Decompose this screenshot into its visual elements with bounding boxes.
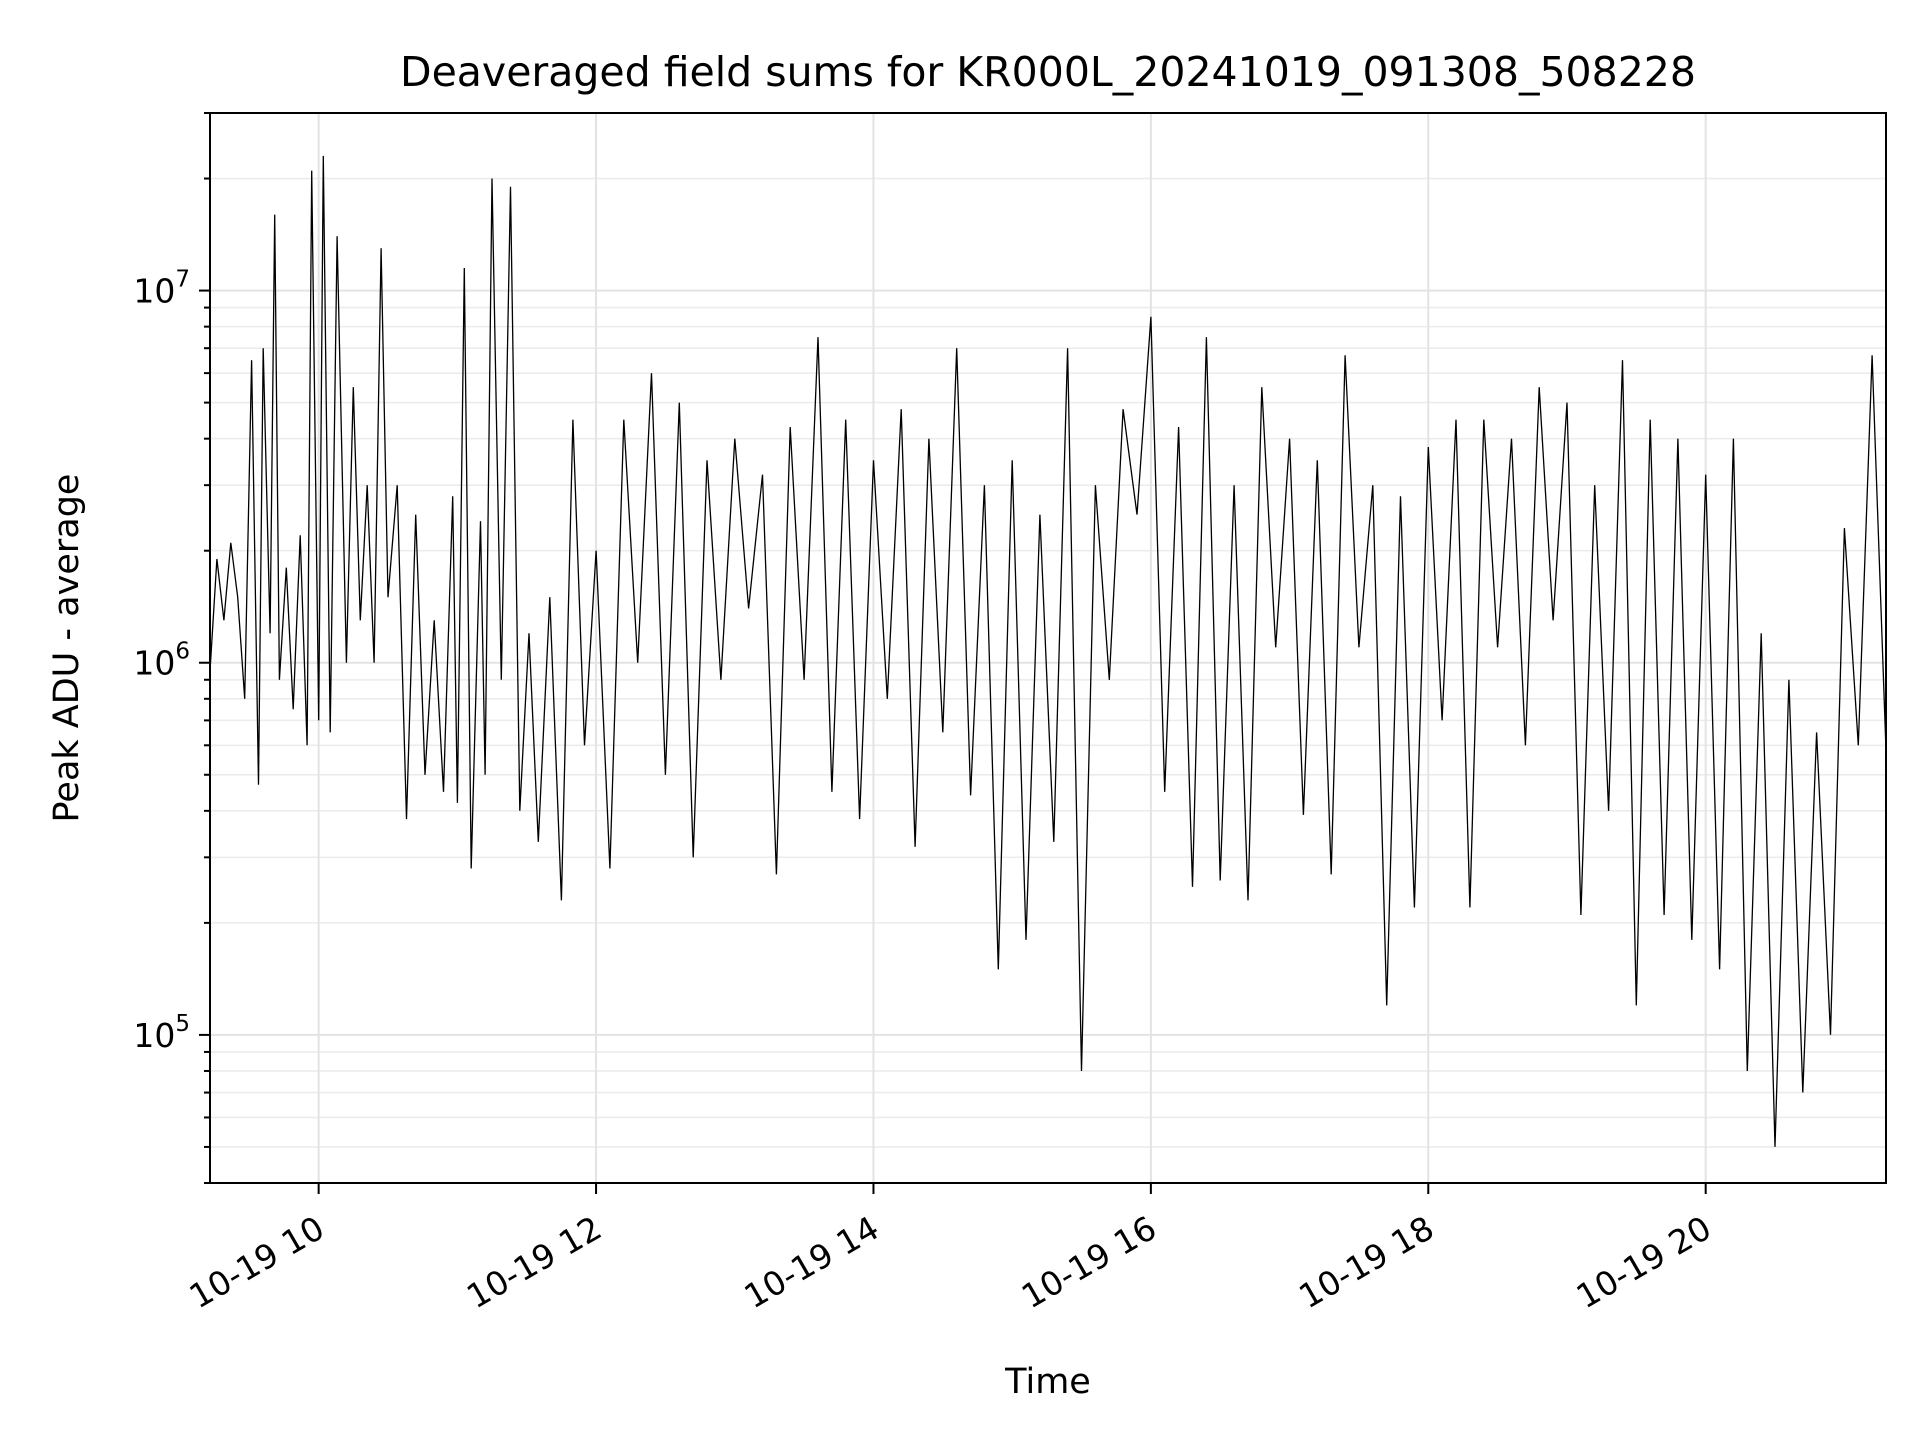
y-tick-label-base: 10 [133, 272, 175, 311]
series-layer [209, 155, 1887, 1147]
series-line-0 [209, 155, 1887, 1147]
y-tick-label: 107 [133, 267, 190, 311]
y-tick-label-exponent: 7 [175, 267, 190, 293]
y-tick-label-exponent: 6 [175, 639, 190, 665]
plot-frame [209, 112, 1887, 1184]
y-tick-label-exponent: 5 [175, 1011, 190, 1037]
grid [210, 112, 1886, 1184]
x-axis-label: Time [1004, 1362, 1091, 1402]
chart-title: Deaveraged field sums for KR000L_2024101… [400, 48, 1696, 96]
y-tick-label: 105 [133, 1011, 190, 1055]
y-tick-label: 106 [133, 639, 190, 683]
y-axis-label: Peak ADU - average [47, 474, 87, 823]
y-tick-label-base: 10 [133, 644, 175, 683]
y-tick-label-base: 10 [133, 1016, 175, 1055]
